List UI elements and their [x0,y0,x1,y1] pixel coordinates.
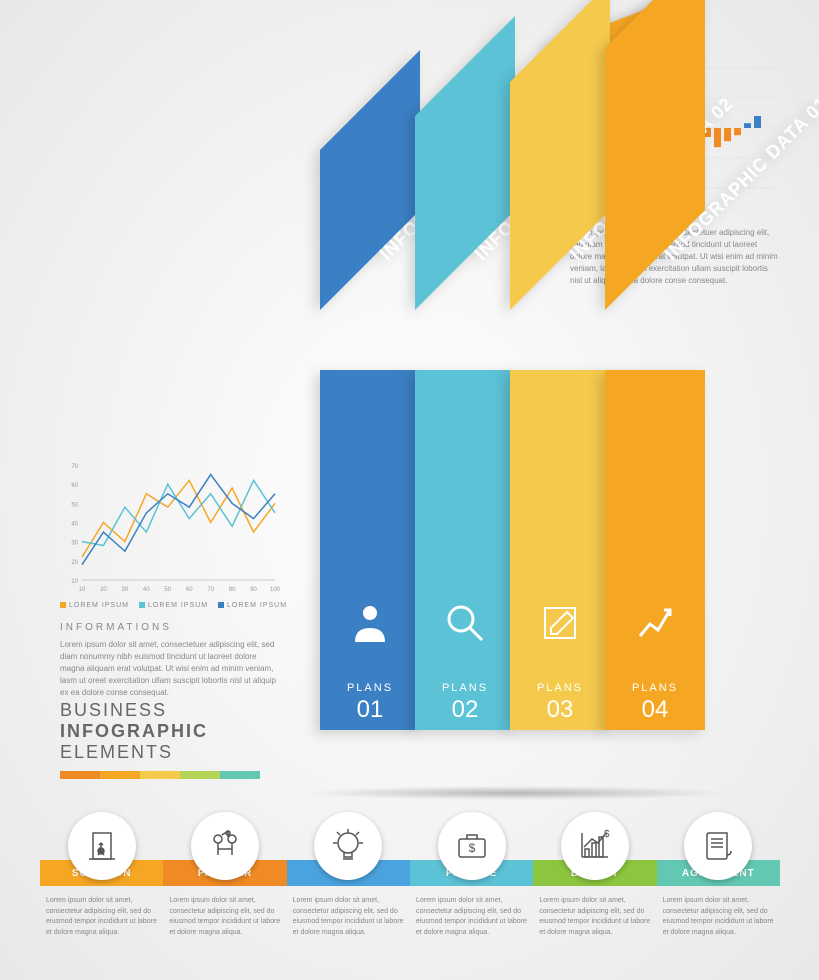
svg-text:$: $ [468,841,475,855]
desc-partner: Lorem ipsum dolor sit amet, consectetur … [163,896,286,938]
svg-text:80: 80 [229,587,236,593]
info-title: INFORMATIONS [60,622,280,633]
plan-number: 04 [605,696,705,724]
svg-text:70: 70 [207,587,214,593]
handshake-icon [191,812,259,880]
person-icon [349,602,391,644]
svg-text:30: 30 [71,541,78,547]
plan-label: PLANS [320,682,420,694]
arrow-shadow [300,786,730,800]
title-color-bar [60,771,260,779]
plan-number: 02 [415,696,515,724]
plan-number: 03 [510,696,610,724]
svg-text:100: 100 [270,587,280,593]
plan-label: PLANS [510,682,610,694]
title-bar-segment [180,771,220,779]
svg-text:10: 10 [79,587,86,593]
svg-text:30: 30 [122,587,129,593]
magnify-icon [444,602,486,644]
line-chart-legend: LOREM IPSUM LOREM IPSUM LOREM IPSUM [60,602,297,609]
scroll-icon [684,812,752,880]
arrow-stripe-04: INFOGRAPHIC DATA 01PLANS04 [605,30,705,730]
svg-text:60: 60 [186,587,193,593]
title-bar-segment [140,771,180,779]
bottom-timeline: $$ SOLUTIONPARTNERIDEASFINANCEBUDGETAGRE… [40,812,780,938]
info-block-left: INFORMATIONS Lorem ipsum dolor sit amet,… [60,622,280,699]
pencil-icon [539,602,581,644]
svg-text:20: 20 [100,587,107,593]
legend-item: LOREM IPSUM [139,602,208,609]
title-bar-segment [60,771,100,779]
svg-text:10: 10 [71,579,78,585]
info-body: Lorem ipsum dolor sit amet, consectetuer… [60,639,280,699]
plan-label: PLANS [605,682,705,694]
svg-text:70: 70 [71,464,78,470]
page-title: BUSINESS INFOGRAPHIC ELEMENTS [60,700,260,779]
arrow-stripe-02: INFOGRAPHIC DATA 03PLANS02 [415,30,515,730]
title-bar-segment [100,771,140,779]
arrow-stripe-03: INFOGRAPHIC DATA 02PLANS03 [510,30,610,730]
desc-finance: Lorem ipsum dolor sit amet, consectetur … [410,896,533,938]
title-line-2: INFOGRAPHIC [60,721,260,742]
growth-icon: $ [561,812,629,880]
arrow-stripe-01: INFOGRAPHIC DATA 04PLANS01 [320,30,420,730]
desc-solution: Lorem ipsum dolor sit amet, consectetur … [40,896,163,938]
svg-text:40: 40 [71,522,78,528]
svg-text:90: 90 [250,587,257,593]
chart-icon [634,602,676,644]
svg-text:50: 50 [164,587,171,593]
svg-text:40: 40 [143,587,150,593]
title-bar-segment [220,771,260,779]
desc-ideas: Lorem ipsum dolor sit amet, consectetur … [287,896,410,938]
title-line-1: BUSINESS [60,700,260,721]
svg-text:60: 60 [71,483,78,489]
desc-budget: Lorem ipsum dolor sit amet, consectetur … [533,896,656,938]
plan-number: 01 [320,696,420,724]
line-chart: 10 20 30 40 50 60 70 10 20 30 40 50 60 70 80 90 100 [60,455,280,595]
main-arrow: INFOGRAPHIC DATA 04PLANS01INFOGRAPHIC DA… [320,30,700,770]
door-icon [68,812,136,880]
briefcase-icon: $ [438,812,506,880]
svg-text:$: $ [604,829,610,840]
legend-item: LOREM IPSUM [60,602,129,609]
svg-text:20: 20 [71,560,78,566]
title-line-3: ELEMENTS [60,742,260,763]
desc-agreement: Lorem ipsum dolor sit amet, consectetur … [657,896,780,938]
plan-label: PLANS [415,682,515,694]
legend-item: LOREM IPSUM [218,602,287,609]
svg-text:50: 50 [71,502,78,508]
bulb-icon [314,812,382,880]
